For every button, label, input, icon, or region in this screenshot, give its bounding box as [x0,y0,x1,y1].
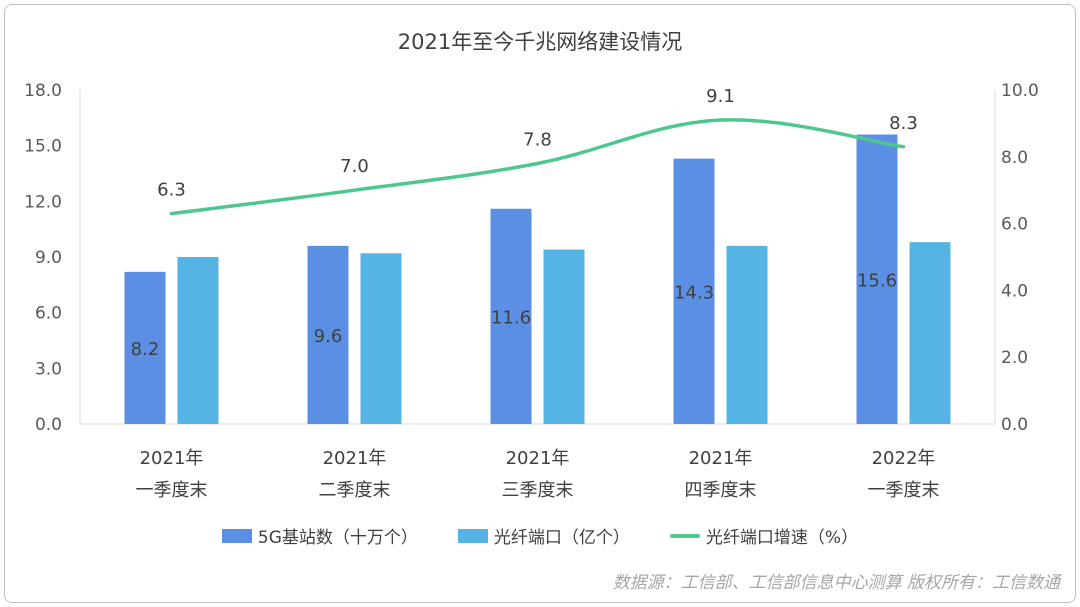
chart-title: 2021年至今千兆网络建设情况 [397,30,683,54]
y-left-tick-label: 15.0 [24,137,62,157]
x-category-label: 一季度末 [136,480,208,501]
y-right-tick-label: 8.0 [1001,148,1028,168]
legend-label-fiber-ports: 光纤端口（亿个） [493,528,630,548]
y-right-tick-label: 4.0 [1001,281,1028,301]
y-left-tick-label: 3.0 [35,359,62,379]
legend-item-fiber-growth: 光纤端口增速（%） [669,523,859,548]
x-category-label: 2021年 [323,448,387,469]
y-left-tick-label: 18.0 [24,81,62,101]
line-data-label: 9.1 [706,86,735,107]
bar-data-label: 14.3 [674,282,714,303]
x-category-label: 一季度末 [868,480,940,501]
legend-swatch-fiber-growth [669,533,700,538]
bar-fiber-ports [543,249,585,424]
bar-fiber-ports [726,245,768,424]
bar-5g-stations [673,158,715,424]
line-layer [169,118,906,216]
legend-label-5g-stations: 5G基站数（十万个） [257,528,418,548]
bar-data-label: 15.6 [857,270,897,291]
bar-layer [124,134,951,425]
line-fiber-growth [169,118,906,216]
legend-swatch-5g-stations [221,528,252,543]
bar-fiber-ports [909,242,951,424]
x-category-label: 2021年 [140,448,204,469]
line-data-label: 8.3 [889,113,918,134]
bar-fiber-ports [360,253,402,424]
y-left-tick-label: 6.0 [35,304,62,324]
y-left-tick-label: 0.0 [35,415,62,435]
bar-fiber-ports [177,257,219,424]
y-right-tick-label: 6.0 [1001,215,1028,235]
legend-item-fiber-ports: 光纤端口（亿个） [457,523,630,548]
line-data-label: 7.0 [340,156,369,177]
legend: 5G基站数（十万个） 光纤端口（亿个） 光纤端口增速（%） [0,523,1080,548]
bar-data-label: 8.2 [131,339,160,360]
y-right-tick-label: 0.0 [1001,415,1028,435]
source-note: 数据源：工信部、工信部信息中心测算 版权所有：工信数通 [612,573,1060,593]
bar-5g-stations [124,271,166,424]
legend-label-fiber-growth: 光纤端口增速（%） [705,528,859,548]
chart-axes: 0.0 3.0 6.0 9.0 12.0 15.0 18.0 0.0 2.0 4.0 6.0 8.0 1… [24,81,1039,501]
y-right-tick-label: 10.0 [1001,81,1039,101]
bar-5g-stations [856,134,898,425]
line-data-label: 6.3 [157,180,186,201]
x-category-label: 2021年 [689,448,753,469]
legend-swatch-fiber-ports [457,528,488,543]
x-category-label: 2022年 [872,448,936,469]
bar-5g-stations [490,208,532,424]
y-left-tick-label: 9.0 [35,248,62,268]
bar-data-label: 11.6 [491,307,531,328]
legend-item-5g-stations: 5G基站数（十万个） [221,523,418,548]
bar-data-label: 9.6 [314,326,343,347]
y-left-tick-label: 12.0 [24,192,62,212]
x-category-label: 三季度末 [502,480,574,501]
bar-5g-stations [307,245,349,424]
y-right-tick-label: 2.0 [1001,348,1028,368]
x-category-label: 二季度末 [319,480,391,501]
label-layer: 8.2 9.6 11.6 14.3 15.6 6.3 7.0 7.8 9.1 8.3 [131,86,918,360]
line-data-label: 7.8 [523,129,552,150]
x-category-label: 2021年 [506,448,570,469]
x-category-label: 四季度末 [685,480,757,501]
